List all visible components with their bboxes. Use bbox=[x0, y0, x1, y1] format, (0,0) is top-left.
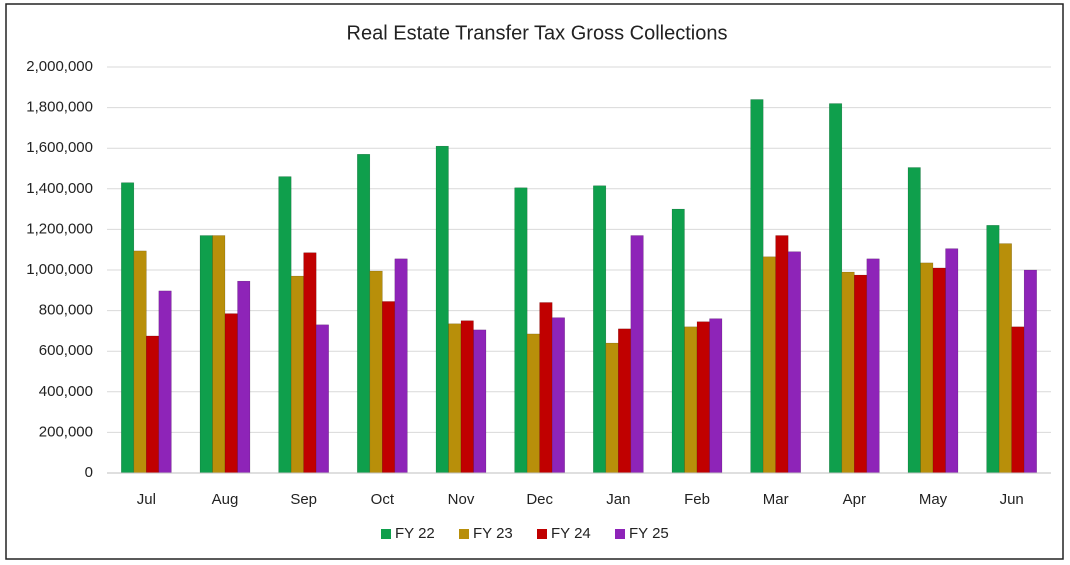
bar bbox=[460, 320, 474, 474]
bar bbox=[290, 275, 304, 474]
x-tick-label: Jul bbox=[137, 491, 156, 508]
y-tick-label: 1,800,000 bbox=[26, 99, 93, 116]
bar bbox=[841, 271, 855, 474]
bar bbox=[435, 145, 449, 474]
bar bbox=[382, 301, 396, 474]
x-tick-label: Jun bbox=[1000, 491, 1024, 508]
bar bbox=[199, 235, 213, 474]
bar bbox=[1023, 269, 1037, 474]
y-tick-label: 1,400,000 bbox=[26, 180, 93, 197]
bar bbox=[998, 243, 1012, 474]
bar bbox=[514, 187, 528, 474]
bar bbox=[357, 154, 371, 474]
y-tick-label: 1,000,000 bbox=[26, 261, 93, 278]
bar bbox=[986, 225, 1000, 474]
bar bbox=[593, 185, 607, 474]
y-tick-label: 600,000 bbox=[39, 342, 93, 359]
bar bbox=[920, 262, 934, 474]
bar bbox=[605, 342, 619, 474]
y-tick-label: 200,000 bbox=[39, 423, 93, 440]
y-tick-label: 0 bbox=[85, 464, 93, 481]
bar bbox=[630, 235, 644, 474]
bar bbox=[696, 321, 710, 474]
bar bbox=[932, 267, 946, 474]
bar bbox=[866, 258, 880, 474]
bar bbox=[133, 250, 147, 474]
bar bbox=[224, 313, 238, 474]
legend-label: FY 25 bbox=[629, 525, 669, 542]
x-tick-label: Jan bbox=[606, 491, 630, 508]
legend-swatch bbox=[381, 529, 391, 539]
bar bbox=[278, 176, 292, 474]
bar bbox=[526, 333, 540, 474]
legend-swatch bbox=[459, 529, 469, 539]
chart-title: Real Estate Transfer Tax Gross Collectio… bbox=[347, 22, 728, 44]
bar bbox=[945, 248, 959, 474]
bar bbox=[709, 318, 723, 474]
legend-label: FY 22 bbox=[395, 525, 435, 542]
legend-label: FY 23 bbox=[473, 525, 513, 542]
bar bbox=[618, 328, 632, 474]
y-tick-label: 2,000,000 bbox=[26, 58, 93, 75]
bar bbox=[121, 182, 135, 474]
bar bbox=[775, 235, 789, 474]
bar bbox=[212, 235, 226, 474]
bar bbox=[539, 302, 553, 474]
bar bbox=[448, 323, 462, 474]
bar bbox=[854, 274, 868, 474]
bar bbox=[551, 317, 565, 474]
x-tick-label: Mar bbox=[763, 491, 789, 508]
legend-label: FY 24 bbox=[551, 525, 591, 542]
x-tick-label: Dec bbox=[526, 491, 553, 508]
x-tick-label: Nov bbox=[448, 491, 475, 508]
bar bbox=[829, 103, 843, 474]
bar bbox=[315, 324, 329, 474]
y-tick-label: 800,000 bbox=[39, 302, 93, 319]
bar bbox=[787, 251, 801, 474]
bar bbox=[303, 252, 317, 474]
x-tick-label: May bbox=[919, 491, 948, 508]
legend-swatch bbox=[537, 529, 547, 539]
y-tick-label: 1,200,000 bbox=[26, 220, 93, 237]
x-tick-label: Sep bbox=[290, 491, 317, 508]
bar bbox=[369, 270, 383, 474]
x-tick-label: Apr bbox=[843, 491, 866, 508]
bar bbox=[158, 290, 172, 474]
bar bbox=[394, 258, 408, 474]
y-tick-label: 1,600,000 bbox=[26, 139, 93, 156]
bar bbox=[750, 99, 764, 474]
x-tick-label: Aug bbox=[212, 491, 239, 508]
bar bbox=[1011, 326, 1025, 474]
bar bbox=[146, 335, 160, 474]
chart-border bbox=[5, 3, 1064, 560]
bar bbox=[907, 167, 921, 474]
y-tick-label: 400,000 bbox=[39, 383, 93, 400]
bar bbox=[684, 326, 698, 474]
legend-swatch bbox=[615, 529, 625, 539]
bar bbox=[671, 208, 685, 474]
x-tick-label: Oct bbox=[371, 491, 395, 508]
bar bbox=[473, 329, 487, 474]
x-tick-label: Feb bbox=[684, 491, 710, 508]
bar bbox=[237, 280, 251, 474]
bar bbox=[762, 256, 776, 474]
